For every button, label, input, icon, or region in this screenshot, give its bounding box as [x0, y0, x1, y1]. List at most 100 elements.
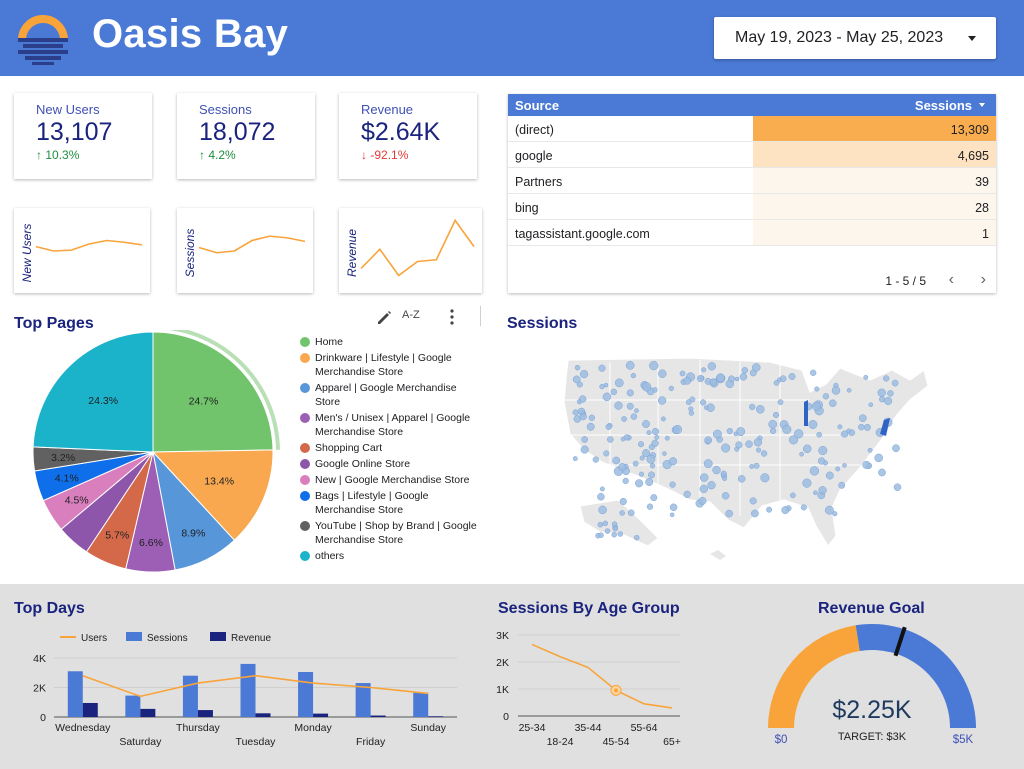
pie-slice[interactable] [152, 331, 274, 453]
bar-revenue[interactable] [140, 708, 156, 717]
map-session-dot [623, 434, 630, 441]
bar-revenue[interactable] [428, 716, 444, 717]
pie-slice[interactable] [151, 449, 274, 541]
dashboard-title: Oasis Bay [92, 12, 289, 56]
map-session-dot [777, 399, 784, 406]
x-tick-label: Saturday [119, 736, 162, 748]
map-session-dot [603, 382, 609, 388]
map-session-dot [858, 414, 867, 423]
kpi-value: 13,107 [36, 118, 113, 146]
map-session-dot [630, 413, 638, 420]
map-session-dot [630, 372, 637, 379]
map-session-dot [651, 439, 659, 447]
map-session-dot [683, 376, 692, 385]
source-table: Source Sessions (direct) 13,309 google 4,69… [508, 94, 996, 293]
legend-item[interactable]: New | Google Merchandise Store [300, 474, 480, 488]
map-session-dot [642, 420, 650, 428]
bar-sessions[interactable] [298, 672, 314, 717]
sort-desc-icon[interactable] [979, 103, 985, 107]
legend-item[interactable]: Home [300, 336, 480, 350]
bar-revenue[interactable] [197, 710, 213, 717]
map-session-dot [824, 505, 834, 515]
x-tick-label: 45-54 [603, 736, 630, 748]
legend-item[interactable]: Apparel | Google Merchandise Store [300, 382, 480, 409]
legend-label: Men's / Unisex | Apparel | Google Mercha… [315, 412, 471, 438]
legend-item[interactable]: others [300, 550, 480, 564]
map-session-dot [632, 460, 639, 467]
source-name: google [515, 149, 553, 163]
map-session-dot [725, 509, 733, 518]
map-session-dot [751, 509, 759, 518]
map-session-dot [654, 434, 660, 440]
map-session-dot [588, 414, 595, 421]
x-tick-label: 18-24 [547, 736, 574, 748]
map-session-dot [814, 386, 820, 392]
map-session-dot [749, 464, 755, 469]
line-users[interactable] [82, 674, 429, 698]
x-tick-label: 55-64 [631, 722, 658, 734]
bar-sessions[interactable] [413, 692, 429, 717]
table-row[interactable]: Partners 39 [508, 168, 996, 194]
bar-sessions[interactable] [125, 695, 141, 717]
highlight-point-core [614, 688, 618, 693]
legend-item[interactable]: Men's / Unisex | Apparel | Google Mercha… [300, 412, 480, 439]
map-session-dot [612, 456, 621, 465]
map-session-dot [627, 509, 635, 517]
map-session-dot [696, 375, 705, 383]
map-session-dot [813, 490, 818, 496]
legend-item[interactable]: Bags | Lifestyle | Google Merchandise St… [300, 490, 480, 517]
more-vert-icon[interactable] [445, 307, 459, 327]
bar-sessions[interactable] [182, 675, 198, 717]
edit-icon[interactable] [375, 307, 393, 327]
table-row[interactable]: tagassistant.google.com 1 [508, 220, 996, 246]
map-session-dot [739, 373, 748, 381]
legend-label: Revenue [231, 633, 271, 644]
y-tick-label: 3K [496, 630, 509, 642]
legend-item[interactable]: Drinkware | Lifestyle | Google Merchandi… [300, 352, 480, 379]
table-row[interactable]: google 4,695 [508, 142, 996, 168]
legend-swatch [300, 475, 310, 485]
legend-swatch [300, 459, 310, 469]
map-session-dot [660, 416, 666, 422]
map-session-dot [614, 378, 624, 388]
top-pages-pie-chart[interactable]: 24.7% 13.4% 8.9% 6.6% 5.7% 4.5% 4.1% 3.2% 24.3% [10, 330, 300, 580]
line-sessions-by-age[interactable] [531, 643, 673, 709]
map-session-dot [863, 374, 869, 380]
pagination-label: 1 - 5 / 5 [885, 274, 926, 288]
legend-swatch [300, 443, 310, 453]
column-header-sessions[interactable]: Sessions [914, 98, 972, 113]
sessions-value: 13,309 [950, 123, 989, 137]
bar-revenue[interactable] [255, 713, 271, 717]
legend-item[interactable]: Google Online Store [300, 458, 480, 472]
bar-sessions[interactable] [67, 671, 83, 717]
map-session-dot [768, 419, 778, 429]
bar-revenue[interactable] [82, 702, 98, 717]
legend-item[interactable]: Shopping Cart [300, 442, 480, 456]
table-row[interactable]: (direct) 13,309 [508, 116, 996, 142]
bar-revenue[interactable] [370, 715, 386, 717]
map-session-dot [672, 424, 683, 435]
column-header-source[interactable]: Source [515, 98, 560, 113]
map-session-dot [637, 441, 645, 448]
top-days-combo-chart[interactable]: 0 2K 4K Wednesday Saturday Thursday Tuesday Mon… [12, 622, 477, 769]
sessions-geo-map[interactable] [540, 340, 960, 570]
pie-slice[interactable] [32, 331, 154, 453]
chevron-right-icon[interactable]: › [980, 271, 986, 288]
map-session-dot [597, 493, 605, 501]
date-range-picker[interactable]: May 19, 2023 - May 25, 2023 [714, 17, 996, 59]
sort-az-icon[interactable]: A-Z [402, 309, 420, 321]
bar-revenue[interactable] [313, 713, 329, 717]
map-session-dot [662, 451, 667, 456]
map-session-dot [799, 451, 804, 457]
map-session-dot [669, 512, 675, 518]
table-row[interactable]: bing 28 [508, 194, 996, 220]
legend-label: YouTube | Shop by Brand | Google Merchan… [315, 520, 477, 546]
map-session-dot [688, 406, 694, 412]
map-session-dot [572, 409, 579, 416]
map-session-dot [685, 399, 692, 406]
chevron-left-icon[interactable]: ‹ [948, 271, 954, 288]
legend-item[interactable]: YouTube | Shop by Brand | Google Merchan… [300, 520, 480, 547]
bar-sessions[interactable] [355, 683, 371, 717]
bar-sessions[interactable] [240, 663, 256, 717]
